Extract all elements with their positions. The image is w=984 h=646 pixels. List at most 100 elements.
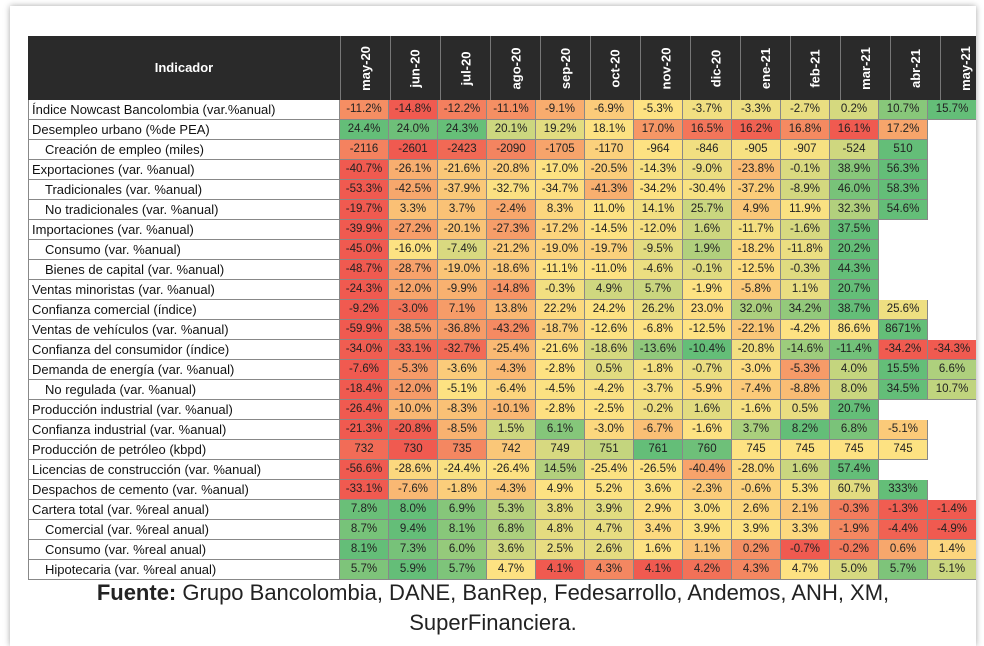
cell: 0.5% — [585, 360, 634, 380]
cell: 17.0% — [634, 120, 683, 140]
header-text: may-20 — [358, 45, 373, 91]
row-label: Creación de empleo (miles) — [28, 140, 340, 160]
cell: -1.4% — [928, 500, 976, 520]
header-text: abr-21 — [908, 48, 923, 88]
cell: 6.0% — [438, 540, 487, 560]
cell: -4.4% — [879, 520, 928, 540]
cell: -905 — [732, 140, 781, 160]
cell: 2.6% — [585, 540, 634, 560]
cell: 4.9% — [585, 280, 634, 300]
cell: -6.8% — [634, 320, 683, 340]
cell: 13.8% — [487, 300, 536, 320]
cell: 5.9% — [389, 560, 438, 580]
cell: -14.5% — [585, 220, 634, 240]
row-label: Producción industrial (var. %anual) — [28, 400, 340, 420]
row-label: Ventas minoristas (var. %anual) — [28, 280, 340, 300]
cell: -8.8% — [781, 380, 830, 400]
cell: 333% — [879, 480, 928, 500]
cell: 8.2% — [781, 420, 830, 440]
cell: -0.1% — [781, 160, 830, 180]
cell: -4.2% — [781, 320, 830, 340]
header-text: jul-20 — [458, 51, 473, 85]
cell: -20.8% — [732, 340, 781, 360]
cell: 735 — [438, 440, 487, 460]
table-row: Desempleo urbano (%de PEA) 24.4% 24.0% 24.3… — [28, 120, 976, 140]
cell: -1.9% — [683, 280, 732, 300]
cell: 745 — [781, 440, 830, 460]
cell: -13.6% — [634, 340, 683, 360]
header-cell: may-21 — [940, 36, 976, 100]
cell: -5.8% — [732, 280, 781, 300]
cell: 38.7% — [830, 300, 879, 320]
header-cell: oct-20 — [590, 36, 640, 100]
cell: -26.5% — [634, 460, 683, 480]
cell: -7.6% — [389, 480, 438, 500]
cell: 1.5% — [487, 420, 536, 440]
cell: -3.7% — [683, 100, 732, 120]
cell: 510 — [879, 140, 928, 160]
row-label: Bienes de capital (var. %anual) — [28, 260, 340, 280]
cell: -1.6% — [732, 400, 781, 420]
cell: -27.3% — [487, 220, 536, 240]
row-label: Demanda de energía (var. %anual) — [28, 360, 340, 380]
cell: 26.2% — [634, 300, 683, 320]
cell: -27.2% — [389, 220, 438, 240]
cell: 10.7% — [928, 380, 976, 400]
cell: -32.7% — [438, 340, 487, 360]
cell: -26.4% — [487, 460, 536, 480]
cell: -26.1% — [389, 160, 438, 180]
cell: -43.2% — [487, 320, 536, 340]
header-cell: may-20 — [340, 36, 390, 100]
header-cell: mar-21 — [840, 36, 890, 100]
cell: -36.8% — [438, 320, 487, 340]
header-text: may-21 — [958, 45, 973, 91]
cell: 20.2% — [830, 240, 879, 260]
table-row: Producción de petróleo (kbpd) 732 730 735 74… — [28, 440, 976, 460]
cell: -0.3% — [781, 260, 830, 280]
cell: -34.0% — [340, 340, 389, 360]
cell: 745 — [732, 440, 781, 460]
cell: -5.3% — [781, 360, 830, 380]
cell: 16.2% — [732, 120, 781, 140]
cell: 3.7% — [438, 200, 487, 220]
cell: 37.5% — [830, 220, 879, 240]
cell: 730 — [389, 440, 438, 460]
cell: -18.6% — [487, 260, 536, 280]
table-row: Comercial (var. %real anual) 8.7% 9.4% 8.1%… — [28, 520, 976, 540]
cell: 5.2% — [585, 480, 634, 500]
table-row: Exportaciones (var. %anual) -40.7% -26.1% -… — [28, 160, 976, 180]
cell: 4.9% — [536, 480, 585, 500]
cell: 0.2% — [830, 100, 879, 120]
cell: 3.6% — [487, 540, 536, 560]
cell: 32.0% — [732, 300, 781, 320]
cell: -48.7% — [340, 260, 389, 280]
cell: -19.7% — [340, 200, 389, 220]
cell: 57.4% — [830, 460, 879, 480]
cell: -19.0% — [438, 260, 487, 280]
cell: -10.0% — [389, 400, 438, 420]
cell: -12.5% — [683, 320, 732, 340]
cell: -20.8% — [487, 160, 536, 180]
cell: 4.7% — [487, 560, 536, 580]
cell: 760 — [683, 440, 732, 460]
table-row: Confianza comercial (índice) -9.2% -3.0% 7.… — [28, 300, 976, 320]
row-label: Consumo (var. %real anual) — [28, 540, 340, 560]
cell: 24.3% — [438, 120, 487, 140]
cell: 1.9% — [683, 240, 732, 260]
cell: 4.1% — [536, 560, 585, 580]
cell: 1.6% — [634, 540, 683, 560]
table-row: Tradicionales (var. %anual) -53.3% -42.5% -… — [28, 180, 976, 200]
cell: 10.7% — [879, 100, 928, 120]
cell: 8.3% — [536, 200, 585, 220]
cell: -2423 — [438, 140, 487, 160]
cell: -4.9% — [928, 520, 976, 540]
cell: -26.4% — [340, 400, 389, 420]
cell: 6.8% — [830, 420, 879, 440]
table-row: Importaciones (var. %anual) -39.9% -27.2% -… — [28, 220, 976, 240]
cell: 58.3% — [879, 180, 928, 200]
cell: -9.1% — [536, 100, 585, 120]
cell: -2.7% — [781, 100, 830, 120]
cell: -3.6% — [438, 360, 487, 380]
cell: -19.7% — [585, 240, 634, 260]
cell: -3.3% — [732, 100, 781, 120]
